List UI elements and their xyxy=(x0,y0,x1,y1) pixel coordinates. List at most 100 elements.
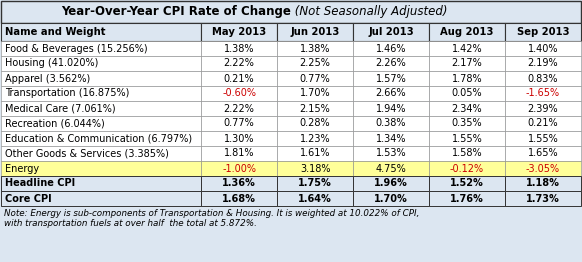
Bar xyxy=(201,41,277,56)
Bar xyxy=(353,56,429,71)
Text: Education & Communication (6.797%): Education & Communication (6.797%) xyxy=(5,134,192,144)
Bar xyxy=(1,191,201,206)
Text: 1.68%: 1.68% xyxy=(222,194,256,204)
Text: 1.76%: 1.76% xyxy=(450,194,484,204)
Bar xyxy=(201,131,277,146)
Bar xyxy=(1,1,581,23)
Text: Year-Over-Year CPI Rate of Change: Year-Over-Year CPI Rate of Change xyxy=(61,6,291,19)
Bar xyxy=(505,41,581,56)
Text: 1.38%: 1.38% xyxy=(300,43,331,53)
Text: 2.22%: 2.22% xyxy=(223,58,254,68)
Text: 1.75%: 1.75% xyxy=(298,178,332,188)
Bar xyxy=(429,161,505,176)
Bar xyxy=(277,101,353,116)
Bar xyxy=(201,101,277,116)
Text: Name and Weight: Name and Weight xyxy=(5,27,105,37)
Bar xyxy=(201,23,277,41)
Bar xyxy=(353,23,429,41)
Text: 0.83%: 0.83% xyxy=(528,74,558,84)
Bar xyxy=(1,101,201,116)
Text: 1.23%: 1.23% xyxy=(300,134,331,144)
Text: with transportation fuels at over half  the total at 5.872%.: with transportation fuels at over half t… xyxy=(4,219,257,228)
Text: Recreation (6.044%): Recreation (6.044%) xyxy=(5,118,105,128)
Text: 0.21%: 0.21% xyxy=(528,118,558,128)
Text: 1.57%: 1.57% xyxy=(375,74,406,84)
Bar xyxy=(201,146,277,161)
Bar xyxy=(353,131,429,146)
Text: Note: Energy is sub-components of Transportation & Housing. It is weighted at 10: Note: Energy is sub-components of Transp… xyxy=(4,209,420,218)
Text: 1.52%: 1.52% xyxy=(450,178,484,188)
Text: 2.34%: 2.34% xyxy=(452,103,482,113)
Text: 1.30%: 1.30% xyxy=(224,134,254,144)
Text: Energy: Energy xyxy=(5,163,39,173)
Text: 0.38%: 0.38% xyxy=(376,118,406,128)
Text: 1.73%: 1.73% xyxy=(526,194,560,204)
Bar xyxy=(353,41,429,56)
Text: 1.96%: 1.96% xyxy=(374,178,408,188)
Bar xyxy=(1,176,201,191)
Text: 0.05%: 0.05% xyxy=(452,89,482,99)
Bar xyxy=(201,176,277,191)
Text: 1.18%: 1.18% xyxy=(526,178,560,188)
Bar xyxy=(353,116,429,131)
Text: 1.58%: 1.58% xyxy=(452,149,482,159)
Bar xyxy=(201,116,277,131)
Bar xyxy=(429,146,505,161)
Bar xyxy=(1,146,201,161)
Text: 3.18%: 3.18% xyxy=(300,163,331,173)
Bar xyxy=(429,191,505,206)
Text: Food & Beverages (15.256%): Food & Beverages (15.256%) xyxy=(5,43,148,53)
Bar xyxy=(353,176,429,191)
Text: 2.22%: 2.22% xyxy=(223,103,254,113)
Text: 1.70%: 1.70% xyxy=(374,194,408,204)
Bar xyxy=(429,71,505,86)
Bar xyxy=(429,41,505,56)
Bar xyxy=(353,161,429,176)
Bar xyxy=(353,71,429,86)
Bar xyxy=(353,146,429,161)
Bar xyxy=(277,23,353,41)
Bar xyxy=(1,86,201,101)
Bar xyxy=(353,191,429,206)
Text: 2.25%: 2.25% xyxy=(300,58,331,68)
Text: 1.42%: 1.42% xyxy=(452,43,482,53)
Text: -1.00%: -1.00% xyxy=(222,163,256,173)
Bar xyxy=(429,86,505,101)
Bar xyxy=(1,161,201,176)
Text: May 2013: May 2013 xyxy=(212,27,266,37)
Bar xyxy=(201,86,277,101)
Text: 1.40%: 1.40% xyxy=(528,43,558,53)
Bar xyxy=(1,41,201,56)
Bar xyxy=(429,23,505,41)
Bar xyxy=(353,86,429,101)
Text: 0.21%: 0.21% xyxy=(223,74,254,84)
Bar xyxy=(201,71,277,86)
Bar xyxy=(429,116,505,131)
Text: 1.65%: 1.65% xyxy=(528,149,558,159)
Text: Transportation (16.875%): Transportation (16.875%) xyxy=(5,89,129,99)
Text: -0.12%: -0.12% xyxy=(450,163,484,173)
Text: Jul 2013: Jul 2013 xyxy=(368,27,414,37)
Bar xyxy=(1,23,201,41)
Text: 0.35%: 0.35% xyxy=(452,118,482,128)
Text: 1.81%: 1.81% xyxy=(224,149,254,159)
Text: 1.78%: 1.78% xyxy=(452,74,482,84)
Bar xyxy=(277,56,353,71)
Text: 1.46%: 1.46% xyxy=(376,43,406,53)
Text: Medical Care (7.061%): Medical Care (7.061%) xyxy=(5,103,116,113)
Text: 1.94%: 1.94% xyxy=(376,103,406,113)
Bar xyxy=(1,56,201,71)
Bar xyxy=(277,146,353,161)
Bar xyxy=(1,131,201,146)
Bar xyxy=(277,191,353,206)
Bar xyxy=(505,71,581,86)
Bar xyxy=(277,176,353,191)
Bar xyxy=(429,101,505,116)
Bar xyxy=(505,161,581,176)
Text: 1.34%: 1.34% xyxy=(376,134,406,144)
Bar xyxy=(277,41,353,56)
Bar xyxy=(505,131,581,146)
Text: Aug 2013: Aug 2013 xyxy=(441,27,494,37)
Bar xyxy=(1,71,201,86)
Text: 0.28%: 0.28% xyxy=(300,118,331,128)
